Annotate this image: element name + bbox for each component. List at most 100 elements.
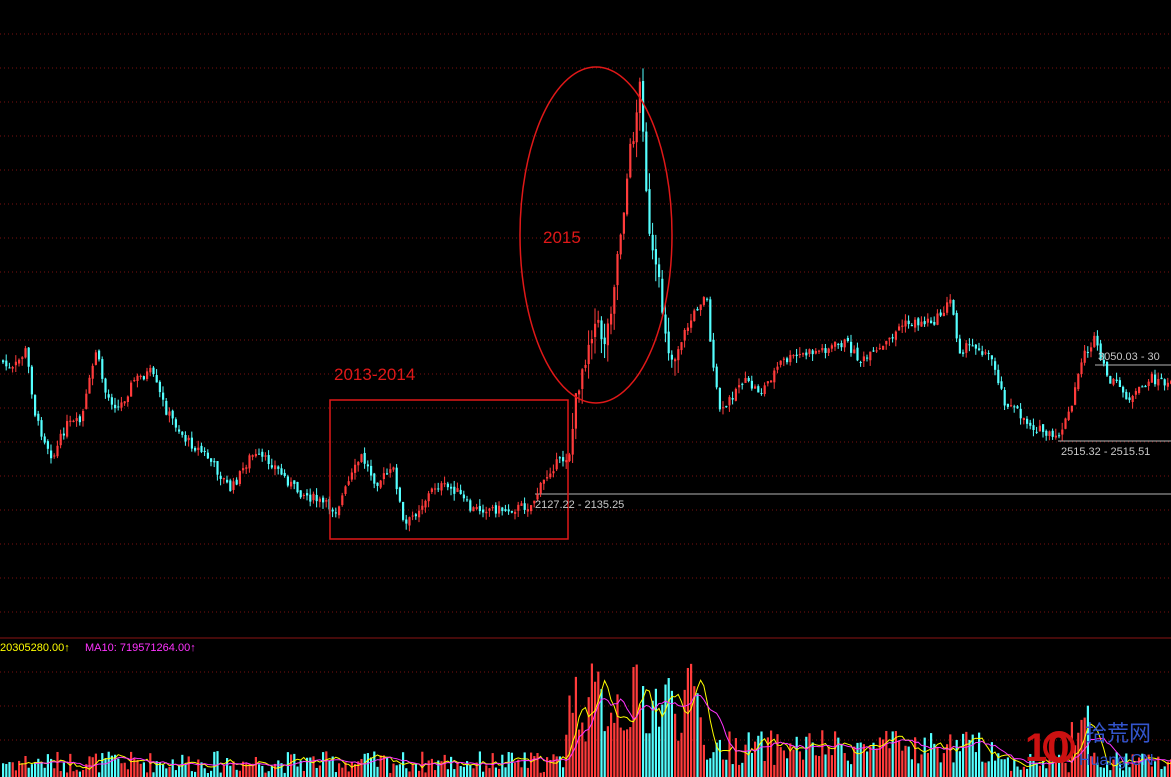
volume-bar (718, 739, 721, 777)
volume-bar (5, 763, 8, 777)
annotation-rect-2013-2014 (329, 399, 569, 540)
candle-body (2, 360, 5, 363)
volume-bar (1096, 762, 1099, 777)
volume-bar (530, 752, 533, 777)
volume-bar (197, 759, 200, 777)
candle-body (104, 378, 107, 393)
candle-body (402, 501, 405, 520)
volume-bar (1134, 763, 1137, 777)
candle-body (46, 441, 49, 449)
candle-body (1026, 418, 1029, 424)
volume-bar (760, 731, 763, 777)
candle-body (376, 482, 379, 486)
volume-bar (277, 760, 280, 777)
volume-bar (555, 756, 558, 777)
volume-bar (546, 757, 549, 777)
candle-body (258, 453, 261, 455)
volume-bar (136, 759, 139, 777)
volume-bar (773, 764, 776, 777)
candle-body (53, 455, 56, 457)
volume-bar (267, 771, 270, 777)
volume-bar (869, 746, 872, 777)
candle-body (869, 351, 872, 361)
volume-bar (219, 772, 222, 777)
volume-bar (261, 765, 264, 777)
candle-body (962, 352, 965, 354)
candle-body (293, 480, 296, 484)
volume-bar (232, 761, 235, 777)
candle-body (498, 505, 501, 514)
volume-bar (338, 763, 341, 777)
volume-bar (846, 760, 849, 777)
candle-body (984, 352, 987, 354)
candle-body (539, 482, 542, 494)
volume-bar (270, 766, 273, 777)
volume-bar (312, 756, 315, 777)
candle-body (814, 351, 817, 354)
annotation-label-2015: 2015 (543, 228, 581, 247)
candle-body (360, 454, 363, 462)
candle-body (725, 406, 728, 408)
candle-body (1083, 350, 1086, 363)
volume-bar (408, 771, 411, 777)
candle-body (91, 365, 94, 379)
volume-bar (322, 752, 325, 777)
volume-bar (1074, 745, 1077, 777)
volume-bar (901, 750, 904, 777)
candle-body (1042, 424, 1045, 432)
candle-body (1141, 386, 1144, 388)
volume-bar (1029, 754, 1032, 777)
volume-bar (411, 763, 414, 777)
candle-body (878, 348, 881, 350)
volume-bar (843, 753, 846, 777)
candle-body (107, 394, 110, 398)
candle-body (882, 345, 885, 350)
candle-body (232, 481, 235, 490)
volume-bar (1077, 732, 1080, 777)
volume-bar (40, 763, 43, 777)
candle-body (466, 499, 469, 501)
candle-body (334, 512, 337, 514)
volume-bar (450, 756, 453, 777)
candle-body (728, 397, 731, 406)
volume-bar (1144, 759, 1147, 777)
candle-body (939, 312, 942, 316)
candle-body (533, 500, 536, 504)
candle-body (757, 386, 760, 393)
volume-bar (62, 762, 65, 777)
volume-bar (1048, 759, 1051, 777)
volume-bar (558, 756, 561, 777)
volume-bar (120, 763, 123, 777)
volume-bar (667, 678, 670, 777)
candle-body (594, 323, 597, 338)
volume-bar (894, 731, 897, 777)
volume-bar (958, 751, 961, 777)
volume-bar (648, 733, 651, 777)
volume-bar (443, 754, 446, 777)
volume-bar (482, 771, 485, 777)
volume-bar (210, 770, 213, 777)
candle-body (1128, 397, 1131, 401)
volume-bar (731, 764, 734, 777)
volume-bar (184, 764, 187, 777)
volume-bar (827, 746, 830, 777)
candle-body (283, 472, 286, 477)
volume-bar (898, 740, 901, 777)
volume-bar (584, 741, 587, 777)
volume-bar (622, 730, 625, 777)
candle-body (744, 377, 747, 383)
candle-body (379, 480, 382, 488)
candle-body (904, 320, 907, 327)
volume-bar (146, 772, 149, 777)
candle-body (600, 320, 603, 340)
volume-bar (440, 761, 443, 777)
candle-body (718, 387, 721, 410)
candle-body (408, 517, 411, 526)
candle-body (546, 477, 549, 479)
volume-bar (1000, 759, 1003, 777)
annotation-ellipse-2015 (519, 66, 673, 404)
volume-bar (808, 733, 811, 777)
candle-body (565, 460, 568, 463)
price-label-last: 3050.03 - 30 (1098, 351, 1160, 363)
candle-body (901, 325, 904, 327)
